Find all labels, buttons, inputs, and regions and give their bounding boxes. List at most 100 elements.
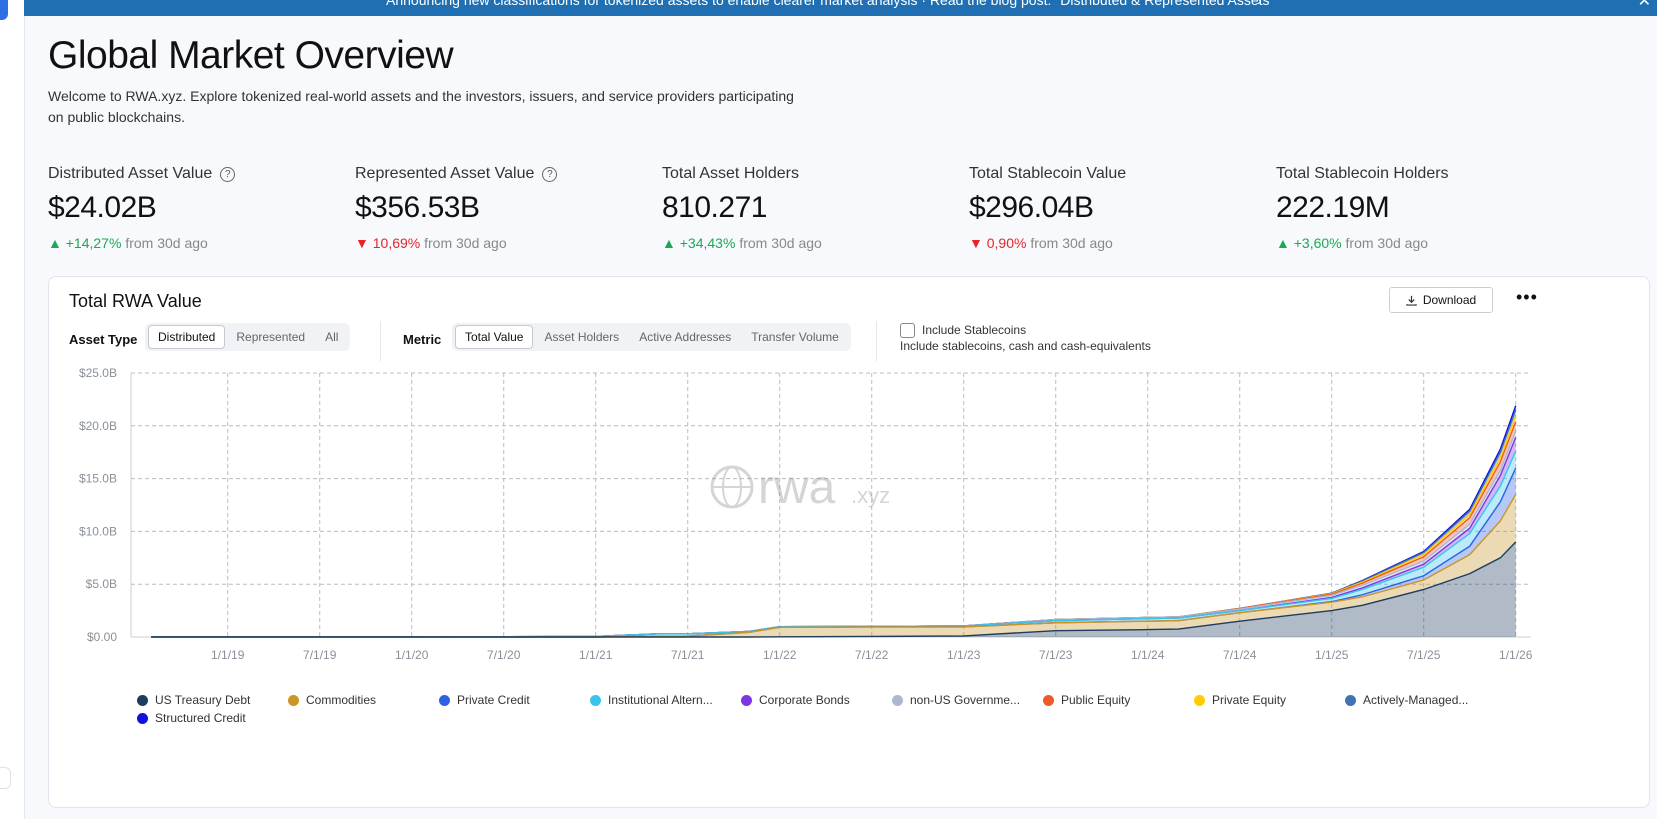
divider (876, 321, 877, 361)
legend-label: non-US Governme... (910, 693, 1021, 707)
asset-type-label: Asset Type (69, 332, 138, 347)
metric-transfer-volume[interactable]: Transfer Volume (751, 330, 839, 344)
legend-item[interactable]: Institutional Altern... (590, 693, 713, 707)
stat-change-suffix: from 30d ago (125, 235, 208, 251)
x-tick-label: 7/1/25 (1407, 648, 1441, 662)
x-tick-label: 7/1/21 (671, 648, 705, 662)
legend-label: Private Equity (1212, 693, 1287, 707)
stat-label: Total Stablecoin Holders (1276, 165, 1449, 182)
stat-label: Distributed Asset Value (48, 165, 213, 182)
legend-item[interactable]: Structured Credit (137, 711, 246, 725)
banner-text[interactable]: Announcing new classifications for token… (386, 0, 1275, 8)
legend-item[interactable]: Private Equity (1194, 693, 1286, 707)
download-label: Download (1422, 293, 1477, 307)
help-icon[interactable]: ? (220, 166, 236, 182)
stat-total-asset-holders: Total Asset Holders 810.271 ▲ +34,43% fr… (662, 165, 822, 251)
y-tick-label: $20.0B (79, 419, 117, 433)
include-stablecoins-description: Include stablecoins, cash and cash-equiv… (900, 339, 1151, 353)
legend-item[interactable]: non-US Governme... (892, 693, 1020, 707)
legend-label: Actively-Managed... (1363, 693, 1469, 707)
x-tick-label: 1/1/26 (1499, 648, 1533, 662)
stat-value: $24.02B (48, 191, 157, 224)
include-stablecoins-checkbox[interactable] (900, 323, 915, 338)
x-tick-label: 7/1/23 (1039, 648, 1073, 662)
rwa-area-chart[interactable]: $0.00 $5.0B $10.0B $15.0B $20.0B $25.0B 1/1/19… (49, 357, 1649, 687)
banner-close-icon[interactable]: ✕ (1637, 0, 1651, 10)
asset-type-toggle: Distributed Represented All (145, 323, 351, 351)
asset-type-all[interactable]: All (325, 330, 339, 344)
legend-item[interactable]: US Treasury Debt (137, 693, 250, 707)
x-tick-label: 7/1/20 (487, 648, 521, 662)
metric-active-addresses[interactable]: Active Addresses (639, 330, 732, 344)
asset-type-represented[interactable]: Represented (236, 330, 306, 344)
legend-swatch (590, 694, 601, 706)
stat-value: 222.19M (1276, 191, 1390, 224)
legend-item[interactable]: Private Credit (439, 693, 530, 707)
trend-up-icon: ▲ (48, 235, 62, 251)
banner-arrow-icon[interactable]: › (1257, 0, 1262, 8)
stat-change: +3,60% (1293, 235, 1342, 251)
stat-distributed-asset-value: Distributed Asset Value? $24.02B ▲ +14,2… (48, 165, 236, 251)
stat-total-stablecoin-value: Total Stablecoin Value $296.04B ▼ 0,90% … (969, 165, 1126, 251)
metric-total-value[interactable]: Total Value (455, 325, 534, 349)
help-icon[interactable]: ? (542, 166, 558, 182)
stat-change: 0,90% (986, 235, 1027, 251)
legend-swatch (1194, 694, 1205, 706)
legend-swatch (1043, 694, 1054, 706)
area-us-treasury-debt (151, 541, 1516, 637)
legend-swatch (741, 694, 752, 706)
legend-swatch (137, 694, 148, 706)
stat-represented-asset-value: Represented Asset Value? $356.53B ▼ 10,6… (355, 165, 558, 251)
legend-swatch (1345, 694, 1356, 706)
y-tick-label: $5.0B (86, 577, 117, 591)
x-tick-label: 1/1/23 (947, 648, 981, 662)
chart-title: Total RWA Value (69, 291, 202, 311)
download-icon (1406, 295, 1417, 306)
legend-item[interactable]: Corporate Bonds (741, 693, 850, 707)
x-tick-label: 7/1/19 (303, 648, 337, 662)
legend-label: Commodities (306, 693, 377, 707)
stat-value: 810.271 (662, 191, 767, 224)
legend-item[interactable]: Public Equity (1043, 693, 1130, 707)
trend-up-icon: ▲ (1276, 235, 1290, 251)
stat-value: $356.53B (355, 191, 480, 224)
announcement-banner: Announcing new classifications for token… (24, 0, 1657, 16)
x-tick-label: 1/1/20 (395, 648, 429, 662)
stat-change-suffix: from 30d ago (739, 235, 822, 251)
asset-type-distributed[interactable]: Distributed (148, 325, 226, 349)
legend-label: Public Equity (1061, 693, 1131, 707)
sidebar-active-tab[interactable] (0, 0, 8, 20)
stat-label: Total Stablecoin Value (969, 165, 1127, 182)
y-tick-label: $10.0B (79, 524, 117, 538)
stat-label: Total Asset Holders (662, 165, 799, 182)
trend-down-icon: ▼ (355, 235, 369, 251)
legend-label: Corporate Bonds (759, 693, 850, 707)
legend-item[interactable]: Actively-Managed... (1345, 693, 1468, 707)
stat-change-suffix: from 30d ago (1345, 235, 1429, 251)
x-tick-label: 1/1/19 (211, 648, 245, 662)
line-us-treasury-debt (151, 541, 1517, 638)
divider (380, 321, 381, 361)
page-intro: Welcome to RWA.xyz. Explore tokenized re… (48, 88, 794, 125)
sidebar-collapse-handle[interactable] (0, 767, 11, 789)
more-options-icon[interactable]: ••• (1516, 287, 1538, 307)
trend-up-icon: ▲ (662, 235, 676, 251)
x-tick-label: 1/1/25 (1315, 648, 1349, 662)
stat-value: $296.04B (969, 191, 1094, 224)
stat-total-stablecoin-holders: Total Stablecoin Holders 222.19M ▲ +3,60… (1276, 165, 1449, 251)
metric-label: Metric (403, 332, 442, 347)
y-tick-label: $25.0B (79, 366, 117, 380)
legend-swatch (137, 712, 148, 724)
metric-asset-holders[interactable]: Asset Holders (544, 330, 620, 344)
globe-icon (722, 466, 742, 508)
stat-change-suffix: from 30d ago (424, 235, 507, 251)
x-tick-label: 7/1/24 (1223, 648, 1257, 662)
stat-change: +34,43% (679, 235, 736, 251)
x-tick-label: 1/1/22 (763, 648, 797, 662)
include-stablecoins-label[interactable]: Include Stablecoins (922, 323, 1027, 337)
legend-item[interactable]: Commodities (288, 693, 376, 707)
download-button[interactable]: Download (1389, 287, 1493, 313)
legend-label: Structured Credit (155, 711, 246, 725)
watermark-text: rwa (758, 461, 836, 514)
total-rwa-value-card: Total RWA Value Download ••• Asset Type … (48, 276, 1650, 808)
